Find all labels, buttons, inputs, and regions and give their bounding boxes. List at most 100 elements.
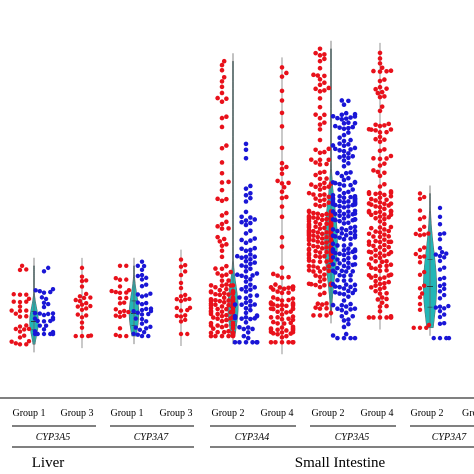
data-point bbox=[352, 287, 358, 293]
data-point bbox=[324, 161, 329, 167]
data-point bbox=[384, 263, 389, 269]
data-point bbox=[279, 307, 285, 312]
data-point bbox=[346, 317, 351, 322]
data-point bbox=[139, 302, 145, 307]
data-point bbox=[377, 200, 383, 205]
data-point bbox=[17, 329, 23, 334]
data-point bbox=[437, 267, 443, 272]
data-point bbox=[388, 249, 394, 255]
data-point bbox=[324, 249, 329, 255]
data-point bbox=[388, 224, 394, 230]
data-point bbox=[311, 215, 316, 220]
data-point bbox=[341, 205, 347, 210]
data-point bbox=[313, 282, 318, 288]
data-point bbox=[224, 312, 229, 318]
data-point bbox=[306, 213, 312, 219]
data-point bbox=[275, 315, 280, 320]
data-point bbox=[178, 264, 184, 269]
data-point bbox=[377, 291, 383, 296]
data-point bbox=[226, 226, 231, 231]
data-point bbox=[243, 274, 249, 280]
data-point bbox=[377, 239, 383, 245]
data-point bbox=[248, 298, 253, 304]
data-point bbox=[143, 293, 149, 298]
data-point bbox=[281, 286, 287, 292]
data-point bbox=[77, 294, 83, 299]
data-point bbox=[279, 325, 285, 330]
data-point bbox=[224, 263, 229, 269]
data-point bbox=[131, 331, 136, 337]
data-point bbox=[139, 259, 145, 264]
data-point bbox=[248, 228, 253, 234]
data-point bbox=[230, 320, 236, 326]
data-point bbox=[322, 73, 327, 79]
data-point bbox=[441, 286, 447, 292]
data-point bbox=[317, 292, 323, 297]
data-point bbox=[273, 282, 278, 287]
data-point bbox=[268, 339, 274, 345]
data-point bbox=[41, 290, 47, 295]
data-point bbox=[337, 198, 342, 204]
data-point bbox=[373, 283, 378, 288]
data-point bbox=[17, 292, 23, 297]
data-point bbox=[290, 324, 296, 330]
data-point bbox=[317, 221, 323, 227]
data-point bbox=[343, 116, 349, 121]
data-point bbox=[73, 297, 78, 303]
data-point bbox=[348, 273, 353, 278]
data-point bbox=[437, 304, 443, 309]
data-point bbox=[348, 147, 353, 152]
data-point bbox=[50, 315, 56, 320]
data-point bbox=[341, 324, 347, 330]
data-point bbox=[339, 268, 345, 274]
data-point bbox=[317, 187, 323, 192]
data-point bbox=[341, 257, 347, 263]
data-point bbox=[352, 282, 358, 288]
data-point bbox=[219, 266, 225, 272]
data-point bbox=[284, 194, 289, 200]
data-point bbox=[377, 139, 383, 144]
data-point bbox=[243, 315, 249, 320]
data-point bbox=[322, 112, 327, 118]
data-point bbox=[386, 121, 392, 127]
data-point bbox=[317, 122, 323, 127]
data-point bbox=[319, 246, 325, 251]
data-point bbox=[219, 254, 225, 260]
data-point bbox=[388, 272, 394, 277]
data-point bbox=[337, 154, 342, 160]
data-point bbox=[348, 225, 353, 231]
data-point bbox=[382, 227, 387, 232]
data-point bbox=[311, 228, 316, 234]
data-point bbox=[377, 244, 383, 250]
data-point bbox=[368, 256, 374, 261]
data-point bbox=[330, 227, 336, 232]
data-point bbox=[371, 68, 376, 74]
data-point bbox=[373, 266, 378, 272]
data-point bbox=[221, 299, 227, 305]
data-point bbox=[24, 323, 29, 328]
data-point bbox=[306, 241, 312, 247]
data-point bbox=[348, 301, 353, 307]
data-point bbox=[377, 78, 383, 84]
data-point bbox=[215, 323, 220, 328]
data-point bbox=[81, 295, 87, 301]
data-point bbox=[341, 132, 347, 138]
data-point bbox=[224, 317, 229, 323]
data-point bbox=[322, 290, 327, 296]
data-point bbox=[348, 335, 353, 341]
data-point bbox=[317, 269, 323, 274]
data-point bbox=[322, 225, 327, 231]
data-point bbox=[286, 339, 291, 345]
data-point bbox=[221, 236, 227, 242]
data-point bbox=[330, 247, 336, 252]
data-point bbox=[322, 282, 327, 288]
data-point bbox=[48, 289, 53, 295]
data-point bbox=[279, 171, 285, 177]
category-axis: Group 1 Group 3 Group 1 Group 3 Group 2 … bbox=[0, 397, 474, 471]
data-point bbox=[350, 124, 356, 130]
data-point bbox=[248, 266, 253, 272]
data-point bbox=[17, 299, 23, 305]
data-point bbox=[248, 307, 253, 313]
data-point bbox=[330, 217, 336, 222]
data-point bbox=[377, 304, 383, 309]
